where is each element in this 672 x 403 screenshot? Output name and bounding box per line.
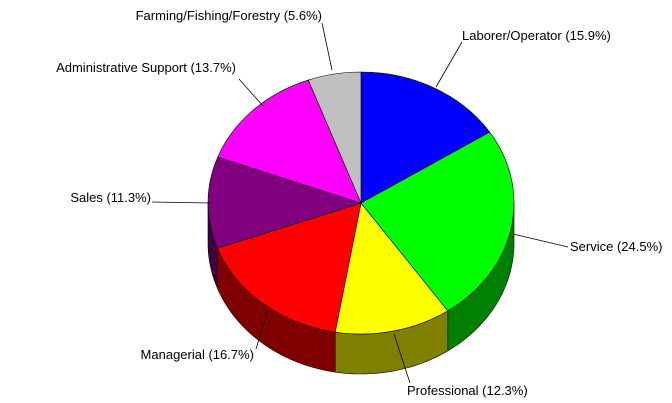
leader-line-farming-fishing-forestry (321, 22, 333, 71)
data-label-managerial: Managerial (16.7%) (141, 347, 254, 362)
data-label-sales: Sales (11.3%) (70, 190, 151, 205)
pie-slice-managerial (216, 202, 362, 333)
data-label-professional: Professional (12.3%) (407, 383, 528, 398)
pie-slice-administrative-support (217, 79, 362, 204)
leader-line-laborer-operator (435, 41, 463, 88)
data-label-administrative-support: Administrative Support (13.7%) (56, 60, 236, 75)
data-label-farming-fishing-forestry: Farming/Fishing/Forestry (5.6%) (136, 8, 322, 23)
pie-slice-farming-fishing-forestry (307, 71, 362, 204)
pie-slices (207, 71, 515, 335)
pie-slice-laborer-operator (360, 71, 491, 204)
leader-line-service (512, 233, 569, 248)
leader-line-administrative-support (238, 78, 265, 108)
leader-line-professional (393, 333, 411, 384)
leader-line-managerial (255, 309, 269, 350)
data-label-laborer-operator: Laborer/Operator (15.9%) (462, 28, 611, 43)
data-label-service: Service (24.5%) (570, 239, 662, 254)
leader-line-sales (151, 201, 211, 204)
pie-slice-professional (334, 202, 449, 335)
pie-side-walls (207, 202, 515, 375)
pie-slice-service (360, 131, 515, 312)
pie-labels: Laborer/Operator (15.9%) Service (24.5%) P… (56, 8, 662, 398)
